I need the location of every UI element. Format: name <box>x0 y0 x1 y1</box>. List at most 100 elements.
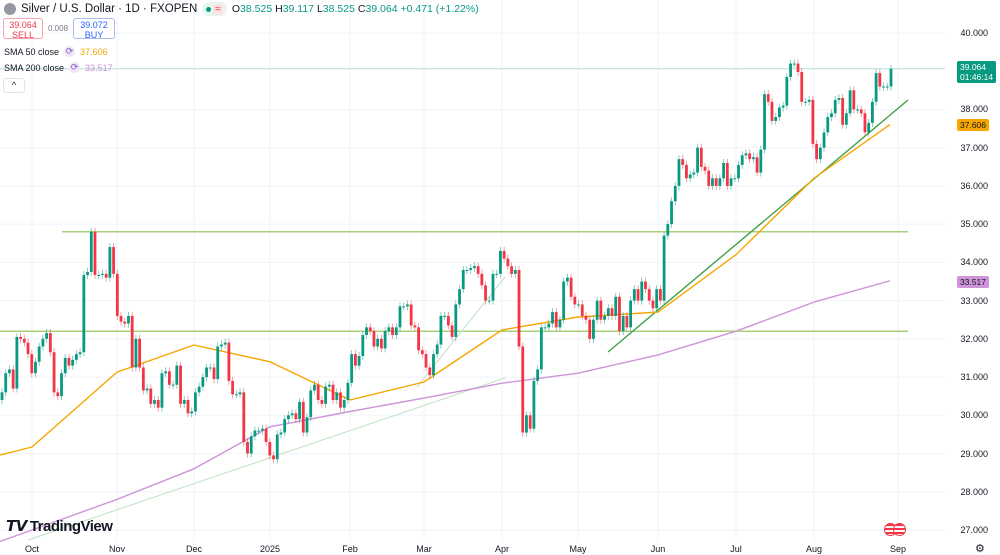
market-status[interactable]: ≈ <box>202 2 227 16</box>
candle-up <box>759 149 763 173</box>
candle-down <box>506 258 510 267</box>
candle-down <box>681 159 685 165</box>
candle-up <box>673 185 677 202</box>
refresh-icon[interactable]: ⟳ <box>64 46 76 57</box>
candle-up <box>216 346 220 379</box>
candle-down <box>264 428 268 443</box>
candle-up <box>592 319 595 339</box>
refresh-icon[interactable]: ⟳ <box>69 62 81 73</box>
time-tick: Aug <box>805 544 823 554</box>
short-trendline <box>416 276 506 388</box>
candle-up <box>751 157 755 160</box>
time-tick: Jun <box>650 544 666 554</box>
time-tick: 2025 <box>259 544 281 554</box>
candle-down <box>796 63 800 72</box>
candle-up <box>127 315 130 324</box>
candle-up <box>487 300 491 302</box>
candle-up <box>856 109 859 111</box>
candle-up <box>692 172 696 175</box>
candle-up <box>309 390 313 418</box>
candle-down <box>424 354 428 368</box>
candle-up <box>305 417 309 433</box>
candle-down <box>584 315 588 320</box>
candle-up <box>729 178 733 186</box>
candle-down <box>748 153 752 160</box>
time-tick: Nov <box>108 544 126 554</box>
candle-up <box>164 371 168 374</box>
candle-down <box>231 380 235 395</box>
candle-down <box>770 101 774 121</box>
time-tick: Mar <box>416 544 432 554</box>
candle-up <box>8 369 11 374</box>
candle-up <box>458 289 461 305</box>
candle-down <box>755 157 759 173</box>
candle-down <box>52 352 56 393</box>
sell-button[interactable]: 39.064 SELL <box>3 18 43 40</box>
symbol-title[interactable]: Silver / U.S. Dollar · 1D · FXOPEN <box>21 3 198 15</box>
candle-up <box>833 99 837 114</box>
candle-up <box>153 400 156 404</box>
candle-down <box>480 273 484 286</box>
candle-down <box>320 400 324 404</box>
candle-up <box>108 247 112 278</box>
time-tick: Feb <box>342 544 358 554</box>
tradingview-logo[interactable]: 𝙏𝙑 TradingView <box>6 517 113 536</box>
long-trendline <box>27 377 506 541</box>
collapse-legend-button[interactable]: ^ <box>3 78 25 93</box>
candle-down <box>48 333 52 353</box>
candle-up <box>595 300 599 320</box>
candle-up <box>298 401 301 420</box>
candle-up <box>461 270 465 290</box>
candle-down <box>644 281 647 290</box>
candle-up <box>41 338 45 347</box>
candle-up <box>807 99 811 102</box>
time-tick: Jul <box>730 544 742 554</box>
drawings[interactable] <box>0 68 945 541</box>
candle-up <box>89 231 93 272</box>
indicator-sma200[interactable]: SMA 200 close ⟳ 33.517 <box>4 62 113 73</box>
candle-up <box>350 354 354 383</box>
candle-up <box>603 315 606 320</box>
candle-up <box>197 386 201 393</box>
time-tick: May <box>569 544 587 554</box>
candle-down <box>841 97 845 125</box>
candle-up <box>469 268 473 271</box>
candle-up <box>491 273 495 301</box>
candle-up <box>737 164 740 179</box>
candle-down <box>618 296 621 332</box>
candle-up <box>283 419 287 433</box>
candle-down <box>420 350 424 355</box>
candle-up <box>826 117 830 133</box>
candle-up <box>383 331 387 349</box>
indicator-sma50[interactable]: SMA 50 close ⟳ 37.606 <box>4 46 108 57</box>
price-tick: 36.000 <box>960 180 988 191</box>
candle-up <box>785 76 789 106</box>
candle-up <box>640 281 644 301</box>
candle-up <box>532 380 536 429</box>
candle-up <box>551 312 554 324</box>
candle-down <box>167 371 171 385</box>
buy-button[interactable]: 39.072 BUY <box>73 18 116 40</box>
candle-up <box>539 327 543 370</box>
candle-down <box>476 266 480 274</box>
sma200-badge: 33.517 <box>957 276 989 288</box>
us-flag-icon[interactable] <box>893 523 906 536</box>
candle-up <box>513 270 517 274</box>
candle-up <box>632 289 636 301</box>
price-tick: 35.000 <box>960 219 988 230</box>
price-tick: 37.000 <box>960 142 988 153</box>
candle-down <box>227 342 231 381</box>
candle-up <box>439 315 443 345</box>
candle-up <box>361 335 365 357</box>
candle-up <box>837 97 841 100</box>
settings-gear-icon[interactable]: ⚙ <box>975 543 985 555</box>
candle-up <box>82 274 86 353</box>
candle-up <box>499 250 502 274</box>
candle-up <box>670 201 673 225</box>
candle-up <box>398 306 402 328</box>
symbol-legend[interactable]: Silver / U.S. Dollar · 1D · FXOPEN ≈ O38… <box>4 2 479 16</box>
candle-down <box>353 354 357 366</box>
candle-down <box>510 266 513 274</box>
candle-up <box>402 306 406 308</box>
